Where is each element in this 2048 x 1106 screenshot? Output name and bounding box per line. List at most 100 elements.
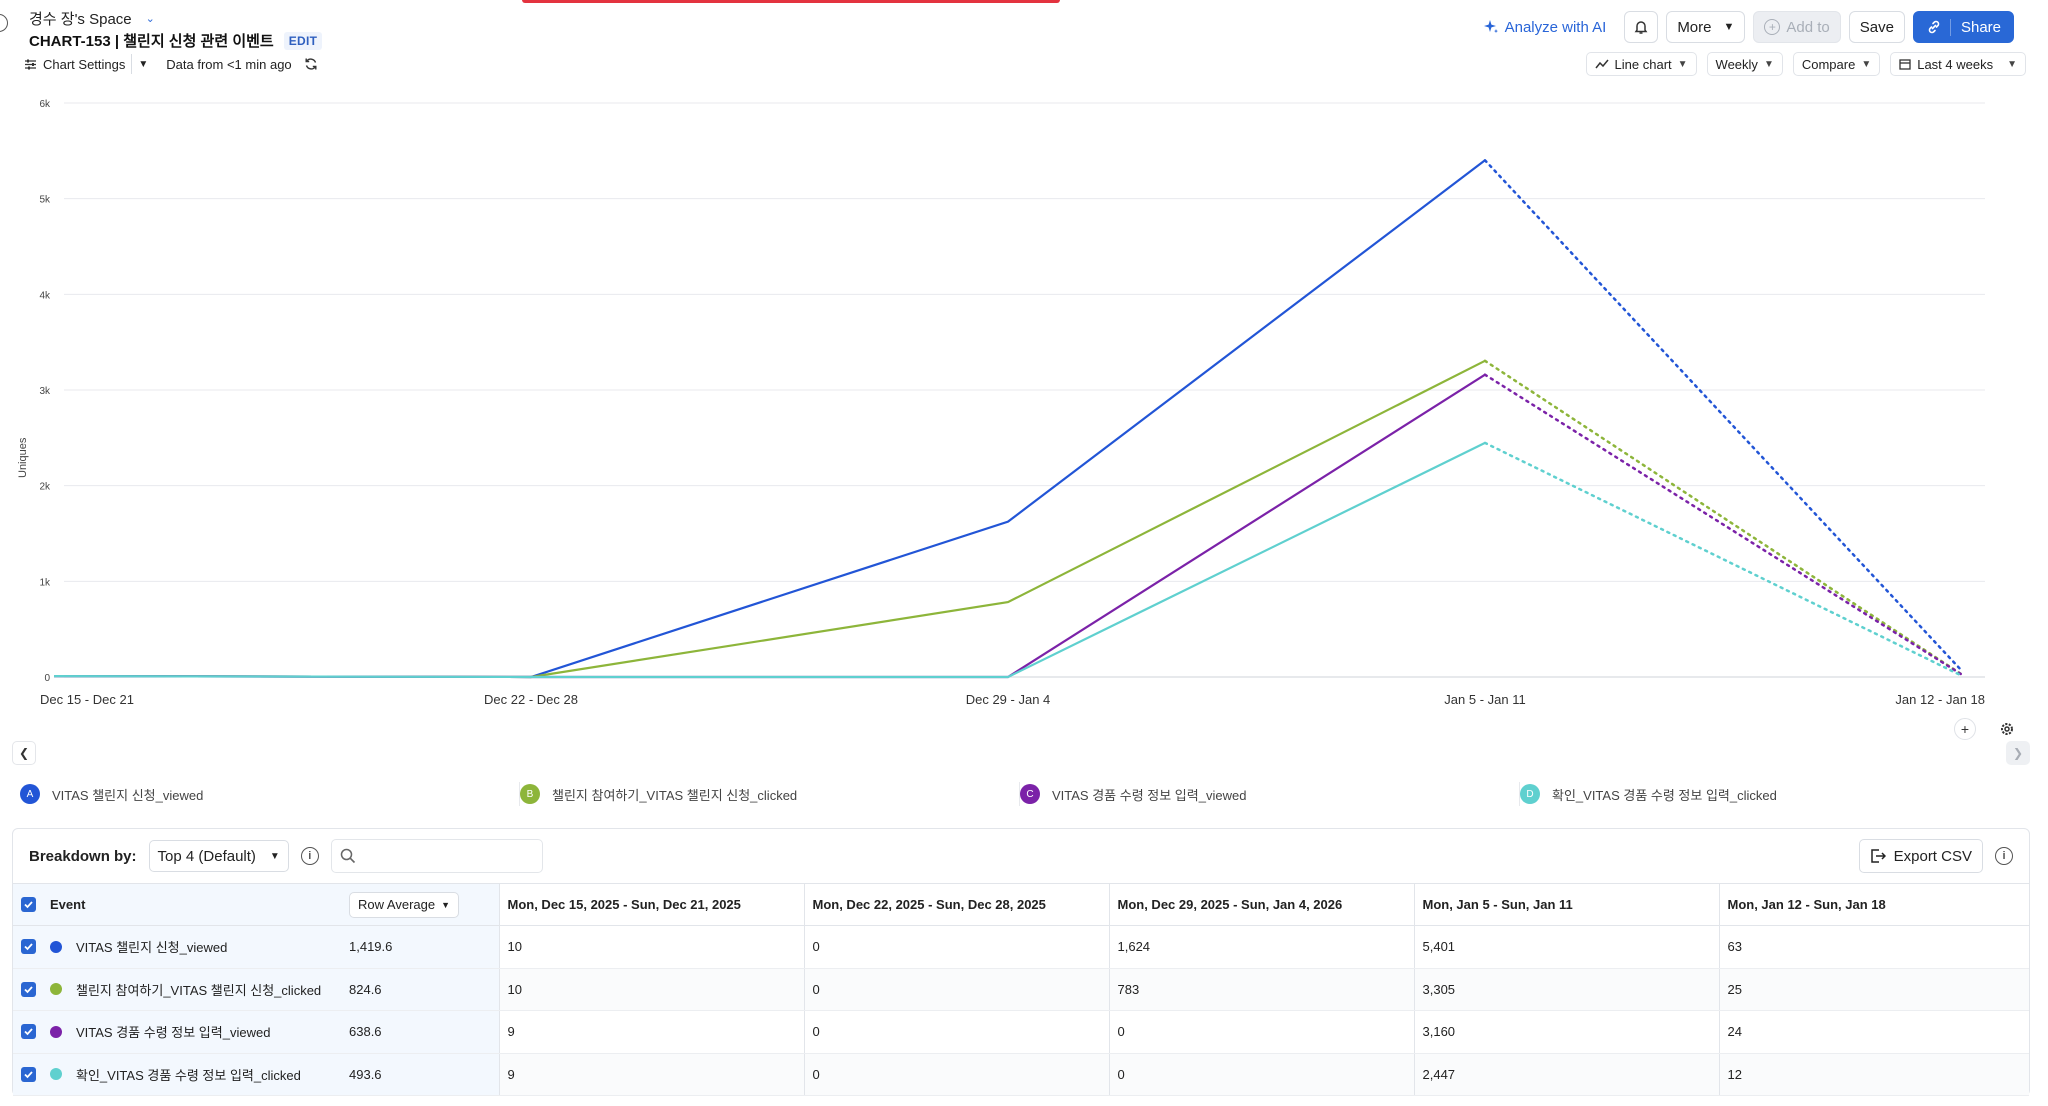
bell-icon xyxy=(1634,21,1648,34)
row-checkbox[interactable] xyxy=(21,1066,36,1082)
space-selector[interactable]: 경수 장's Space ⌄ xyxy=(29,8,155,29)
series-line xyxy=(53,359,1486,679)
column-header[interactable]: Mon, Jan 5 - Sun, Jan 11 xyxy=(1414,883,1720,926)
x-tick-label: Dec 22 - Dec 28 xyxy=(484,692,578,707)
row-checkbox[interactable] xyxy=(21,939,36,955)
interval-select[interactable]: Weekly ▼ xyxy=(1706,52,1783,76)
chevron-down-icon: ▼ xyxy=(2007,58,2017,70)
series-badge: A xyxy=(20,784,40,804)
breakdown-controls: Breakdown by: Top 4 (Default) ▼ i xyxy=(29,839,543,873)
series-color-dot xyxy=(50,1068,62,1081)
data-freshness: Data from <1 min ago xyxy=(166,57,317,72)
select-all-checkbox[interactable] xyxy=(21,897,36,912)
series-line-incomplete xyxy=(1483,359,1964,676)
sliders-icon xyxy=(25,59,36,69)
table-row: 확인_VITAS 경품 수령 정보 입력_clicked 493.6 9 0 0… xyxy=(13,1053,2029,1096)
export-csv-button[interactable]: Export CSV xyxy=(1858,839,1983,873)
table-cell: 0 xyxy=(804,1053,1110,1096)
chevron-down-icon: ▼ xyxy=(1861,58,1872,70)
chart-type-select[interactable]: Line chart ▼ xyxy=(1585,52,1697,76)
legend-item[interactable]: C VITAS 경품 수령 정보 입력_viewed xyxy=(1020,782,1520,806)
share-button[interactable]: Share xyxy=(1912,11,2014,43)
compare-select[interactable]: Compare ▼ xyxy=(1792,52,1881,76)
more-label: More xyxy=(1677,18,1712,36)
series-line xyxy=(53,441,1486,679)
chevron-down-icon: ▼ xyxy=(1723,21,1735,33)
breakdown-table: Event Row Average ▼ Mon, Dec 15, 2025 - … xyxy=(13,883,2029,1096)
breakdown-select[interactable]: Top 4 (Default) ▼ xyxy=(148,840,289,872)
event-column-header[interactable]: Event xyxy=(13,883,341,926)
row-average-value: 1,419.6 xyxy=(341,925,500,969)
notifications-button[interactable] xyxy=(1624,11,1659,43)
row-average-value: 824.6 xyxy=(341,968,500,1011)
column-header[interactable]: Mon, Jan 12 - Sun, Jan 18 xyxy=(1719,883,2029,926)
series-color-dot xyxy=(50,940,62,953)
legend-label: VITAS 챌린지 신청_viewed xyxy=(52,787,204,803)
sparkle-icon xyxy=(1483,20,1498,33)
back-icon[interactable] xyxy=(0,14,8,32)
legend-item[interactable]: A VITAS 챌린지 신청_viewed xyxy=(20,782,520,806)
edit-badge[interactable]: EDIT xyxy=(283,31,323,50)
y-tick-label: 0 xyxy=(44,673,50,684)
legend-label: 확인_VITAS 경품 수령 정보 입력_clicked xyxy=(1552,787,1777,803)
search-input[interactable] xyxy=(330,839,543,873)
more-button[interactable]: More ▼ xyxy=(1666,11,1746,43)
series-badge: D xyxy=(1520,784,1540,804)
event-name: VITAS 챌린지 신청_viewed xyxy=(76,940,228,956)
plus-circle-icon: + xyxy=(1764,19,1781,35)
header-actions: Analyze with AI More ▼ + Add to Save Sha… xyxy=(1473,11,2014,43)
series-line xyxy=(53,159,1486,679)
table-cell: 0 xyxy=(1109,1010,1415,1054)
series-line-incomplete xyxy=(1483,373,1964,676)
series-color-dot xyxy=(50,1025,62,1038)
page-title[interactable]: CHART-153 | 챌린지 신청 관련 이벤트 xyxy=(29,33,274,50)
chart-settings-label: Chart Settings xyxy=(43,56,126,72)
chevron-down-icon: ▼ xyxy=(138,58,149,70)
column-header[interactable]: Mon, Dec 22, 2025 - Sun, Dec 28, 2025 xyxy=(804,883,1110,926)
legend-label: VITAS 경품 수령 정보 입력_viewed xyxy=(1052,787,1247,803)
series-color-dot xyxy=(50,983,62,996)
analyze-with-ai-button[interactable]: Analyze with AI xyxy=(1473,19,1617,36)
chevron-down-icon: ▼ xyxy=(1763,58,1774,70)
breakdown-label: Breakdown by: xyxy=(29,847,137,865)
row-checkbox[interactable] xyxy=(21,981,36,997)
column-header[interactable]: Mon, Dec 29, 2025 - Sun, Jan 4, 2026 xyxy=(1109,883,1415,926)
table-cell: 10 xyxy=(499,968,805,1011)
info-icon[interactable]: i xyxy=(1995,847,2013,865)
refresh-icon[interactable] xyxy=(304,57,318,71)
save-button[interactable]: Save xyxy=(1848,11,1905,43)
chart-settings-button[interactable]: Chart Settings xyxy=(18,52,131,76)
table-cell: 9 xyxy=(499,1010,805,1054)
column-header[interactable]: Mon, Dec 15, 2025 - Sun, Dec 21, 2025 xyxy=(499,883,805,926)
data-freshness-label: Data from <1 min ago xyxy=(166,56,292,72)
series-badge: B xyxy=(520,784,540,804)
line-chart: Uniques 0 1k 2k 3k 4k 5k 6k Dec 15 - Dec 21 Dec … xyxy=(0,88,2048,728)
chevron-down-icon: ▼ xyxy=(269,850,280,862)
divider xyxy=(131,54,133,74)
table-cell: 24 xyxy=(1719,1010,2029,1054)
legend-item[interactable]: B 챌린지 참여하기_VITAS 챌린지 신청_clicked xyxy=(520,782,1020,806)
line-chart-icon xyxy=(1594,59,1609,69)
compare-label: Compare xyxy=(1801,56,1856,72)
table-cell: 2,447 xyxy=(1414,1053,1720,1096)
info-icon[interactable]: i xyxy=(300,847,319,865)
date-range-select[interactable]: Last 4 weeks ▼ xyxy=(1890,52,2026,76)
table-row: 챌린지 참여하기_VITAS 챌린지 신청_clicked 824.6 10 0… xyxy=(13,968,2029,1011)
chart-legend: A VITAS 챌린지 신청_viewed B 챌린지 참여하기_VITAS 챌… xyxy=(20,782,2020,806)
table-cell: 0 xyxy=(804,1010,1110,1054)
add-annotation-button[interactable]: + xyxy=(1954,718,1976,740)
chart-settings-dropdown[interactable]: ▼ xyxy=(132,52,154,76)
legend-next-button[interactable]: ❯ xyxy=(2006,741,2030,765)
table-row: VITAS 챌린지 신청_viewed 1,419.6 10 0 1,624 5… xyxy=(13,925,2029,969)
legend-prev-button[interactable]: ❮ xyxy=(12,741,36,765)
y-tick-label: 2k xyxy=(39,482,51,493)
chart-toolbar: Chart Settings ▼ Data from <1 min ago Li… xyxy=(0,52,2048,76)
y-tick-label: 4k xyxy=(39,290,51,301)
add-to-button[interactable]: + Add to xyxy=(1753,11,1841,43)
x-tick-label: Dec 15 - Dec 21 xyxy=(40,692,134,707)
legend-item[interactable]: D 확인_VITAS 경품 수령 정보 입력_clicked xyxy=(1520,782,2020,806)
row-checkbox[interactable] xyxy=(21,1024,36,1040)
row-average-select[interactable]: Row Average ▼ xyxy=(349,891,460,918)
table-header-row: Event Row Average ▼ Mon, Dec 15, 2025 - … xyxy=(13,883,2029,926)
chart-settings-gear-button[interactable] xyxy=(1996,718,2018,740)
